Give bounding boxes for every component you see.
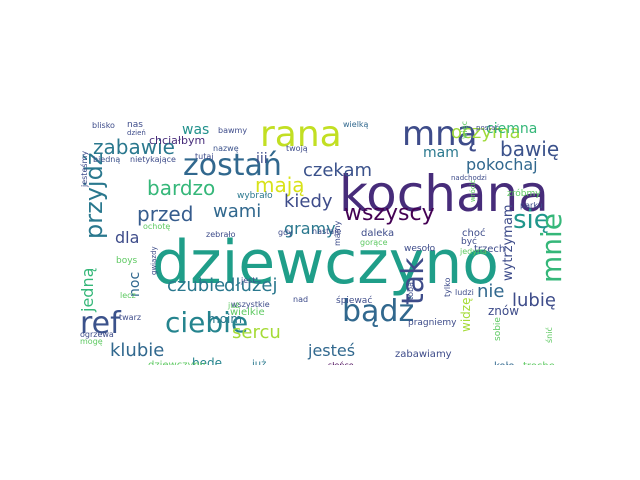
cloud-word: chciałbym xyxy=(149,134,206,147)
cloud-word: mnie xyxy=(535,212,568,283)
cloud-word: ogrzewa xyxy=(80,330,114,339)
cloud-word: więc xyxy=(460,120,469,139)
cloud-word: dzień xyxy=(127,129,146,137)
cloud-word: bawię xyxy=(500,137,560,161)
cloud-word: rana xyxy=(260,117,342,155)
cloud-word: czubie xyxy=(167,275,226,296)
cloud-word: gorące xyxy=(360,238,388,247)
cloud-word: już xyxy=(252,359,267,366)
cloud-word: nazwę xyxy=(213,144,239,153)
cloud-word: pokochaj xyxy=(466,155,538,174)
cloud-word: jesteśmy xyxy=(80,150,89,187)
cloud-word: sercu xyxy=(232,322,281,343)
cloud-word: kochana xyxy=(339,165,549,223)
cloud-word: lecz xyxy=(120,291,136,300)
cloud-word: pragniemy xyxy=(408,318,457,328)
cloud-word: nad xyxy=(293,295,309,304)
cloud-word: parku xyxy=(520,201,543,210)
cloud-word: dłużej xyxy=(224,275,278,296)
cloud-word: słońce xyxy=(328,362,354,366)
cloud-word: sobie xyxy=(493,317,503,341)
cloud-word: nas xyxy=(127,120,143,130)
cloud-word: się xyxy=(513,205,550,235)
cloud-word: jedną xyxy=(80,267,97,312)
cloud-word: mają xyxy=(255,173,305,197)
cloud-word: przed xyxy=(137,202,194,226)
cloud-word: mną xyxy=(402,117,478,154)
cloud-word: was xyxy=(182,122,210,138)
cloud-word: zabawie xyxy=(93,135,175,159)
cloud-word: zostań xyxy=(183,148,282,183)
cloud-word: ciemna xyxy=(486,121,538,137)
cloud-word: będę xyxy=(192,356,222,365)
cloud-word: daleka xyxy=(361,228,395,239)
cloud-word: mam xyxy=(423,145,459,161)
cloud-word: wytrzymam xyxy=(501,204,516,281)
cloud-word: wami xyxy=(213,201,262,222)
cloud-word: postać xyxy=(476,124,500,132)
cloud-word: dla xyxy=(115,228,140,247)
cloud-word: ref xyxy=(80,306,121,341)
cloud-word: znów xyxy=(488,304,520,318)
cloud-word: lubię xyxy=(512,290,556,311)
cloud-word: bardzo xyxy=(147,176,216,200)
cloud-word: jesteś xyxy=(308,341,356,360)
cloud-word: mogę xyxy=(80,337,103,346)
cloud-word: twarz xyxy=(119,313,142,322)
cloud-word: bawmy xyxy=(218,126,248,135)
cloud-word: gdy xyxy=(278,228,293,237)
cloud-word: wrócić xyxy=(469,179,477,202)
cloud-word: koło xyxy=(494,362,515,366)
cloud-word: wybrało xyxy=(237,191,273,201)
cloud-word: zabawiamy xyxy=(395,349,452,360)
cloud-word: ludzi xyxy=(455,288,474,297)
cloud-word: klubie xyxy=(110,340,165,361)
cloud-word: nietykające xyxy=(130,155,176,164)
cloud-word: wielkie xyxy=(230,307,265,318)
cloud-word: nie xyxy=(477,281,505,302)
cloud-word: moim xyxy=(208,312,243,326)
cloud-word: wszystkie xyxy=(231,300,270,309)
cloud-word: gwiazdy xyxy=(150,246,158,275)
cloud-word: iii xyxy=(256,151,268,167)
cloud-word: tobą xyxy=(406,281,415,300)
cloud-word: blisko xyxy=(92,121,115,130)
word-cloud: dziewczyno kochana rana mną zostań ref ciebie b… xyxy=(80,117,576,365)
cloud-word: boys xyxy=(116,256,138,266)
cloud-word: wielką xyxy=(343,120,369,129)
cloud-word: czekam xyxy=(303,160,373,181)
cloud-word: dziewczyno xyxy=(152,228,499,298)
cloud-word: dziewczyny xyxy=(148,361,206,366)
cloud-word: choć xyxy=(462,228,486,239)
cloud-word: bądź xyxy=(342,294,415,329)
cloud-word: trochę xyxy=(523,362,555,366)
cloud-word: nadchodzi xyxy=(451,174,487,182)
cloud-word: biedną xyxy=(93,155,121,164)
cloud-word: ochotę xyxy=(143,222,171,231)
cloud-word: oczyma xyxy=(451,122,521,143)
cloud-word: tylko xyxy=(443,277,452,297)
cloud-word: twoją xyxy=(286,144,308,153)
cloud-word: jedyna xyxy=(460,247,487,256)
cloud-word: śnić xyxy=(545,327,554,343)
cloud-word: wesoło xyxy=(404,244,436,254)
cloud-word: trzech xyxy=(474,244,506,255)
cloud-word: gramy xyxy=(284,219,336,238)
cloud-word: zróbmy xyxy=(507,189,541,199)
cloud-word: ciebie xyxy=(165,306,249,339)
cloud-word: mamy xyxy=(333,220,342,246)
cloud-word: wszyscy xyxy=(344,201,435,226)
cloud-word: śpiewać xyxy=(336,296,373,306)
cloud-word: nastaje xyxy=(312,227,342,236)
cloud-word: tutaj xyxy=(195,152,214,161)
cloud-word: jest xyxy=(241,276,256,285)
cloud-word: już xyxy=(228,301,240,310)
cloud-word: widzę xyxy=(459,297,473,332)
cloud-word: zebrało xyxy=(206,230,236,239)
cloud-word: być xyxy=(461,237,477,247)
cloud-word: kiedy xyxy=(284,191,333,212)
